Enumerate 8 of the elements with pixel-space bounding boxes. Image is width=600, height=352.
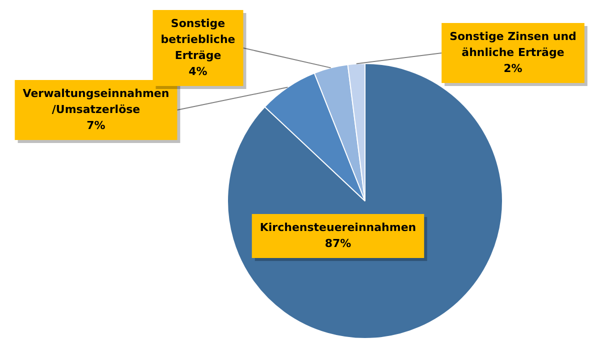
slice-label: Sonstige Zinsen und ähnliche Erträge: [450, 30, 576, 59]
data-label: 2%: [504, 62, 522, 75]
slice-label: Kirchensteuereinnahmen: [260, 220, 416, 234]
data-label: 4%: [188, 64, 208, 78]
slice-label: Sonstige betriebliche Erträge: [160, 16, 236, 62]
data-label: 87%: [324, 236, 352, 250]
data-label: 7%: [86, 118, 106, 132]
slice-label: Verwaltungseinnahmen/Umsatzerlöse: [22, 86, 170, 116]
